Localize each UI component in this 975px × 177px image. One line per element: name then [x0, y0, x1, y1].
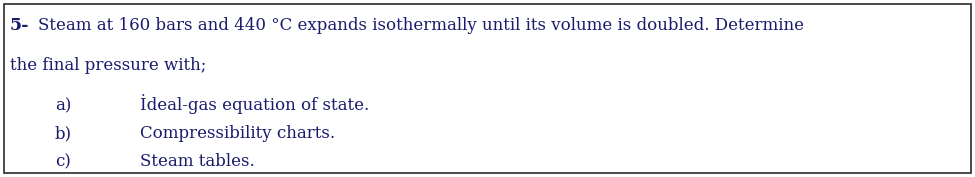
Text: c): c)	[55, 153, 71, 170]
Text: 5-: 5-	[10, 17, 29, 34]
Text: the final pressure with;: the final pressure with;	[10, 57, 207, 74]
Text: Steam at 160 bars and 440 °C expands isothermally until its volume is doubled. D: Steam at 160 bars and 440 °C expands iso…	[38, 17, 804, 34]
Text: a): a)	[55, 97, 71, 114]
Text: Compressibility charts.: Compressibility charts.	[140, 125, 335, 142]
Text: Steam tables.: Steam tables.	[140, 153, 254, 170]
Text: İdeal-gas equation of state.: İdeal-gas equation of state.	[140, 94, 370, 114]
Text: b): b)	[55, 125, 72, 142]
